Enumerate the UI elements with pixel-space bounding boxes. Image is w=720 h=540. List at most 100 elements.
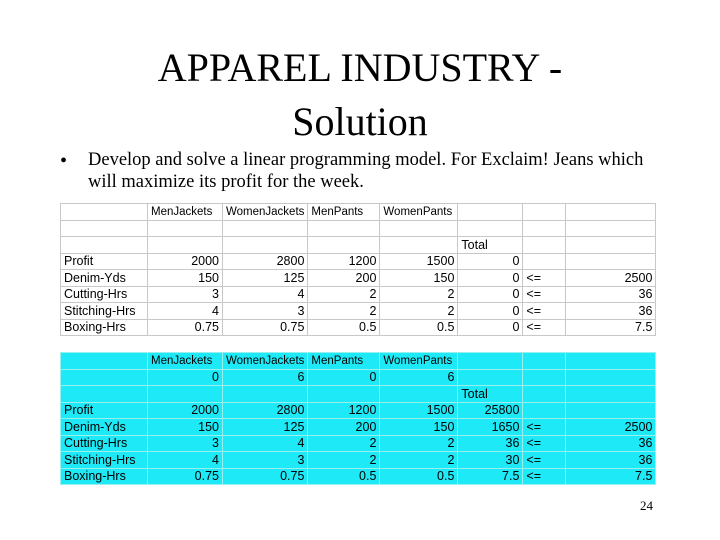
page-number: 24: [640, 498, 653, 513]
table-cell: WomenPants: [379, 352, 459, 370]
table-cell: 2: [307, 302, 381, 320]
table-cell: Denim-Yds: [60, 269, 148, 287]
table-cell: 2: [379, 285, 459, 303]
table-cell: 7.5: [457, 467, 524, 485]
table-cell: MenPants: [307, 203, 381, 221]
table-cell: 0.75: [221, 467, 309, 485]
table-cell: [565, 368, 657, 386]
table-cell: [60, 203, 148, 221]
table-cell: 36: [565, 451, 657, 469]
table-cell: [60, 352, 148, 370]
table-cell: 200: [307, 269, 381, 287]
table-cell: Denim-Yds: [60, 418, 148, 436]
table-cell: 36: [565, 285, 657, 303]
table-cell: [147, 219, 223, 237]
slide-title-line1: APPAREL INDUSTRY -: [157, 45, 563, 90]
table-cell: 1500: [379, 401, 459, 419]
table-cell: MenPants: [307, 352, 381, 370]
table-cell: [147, 385, 223, 403]
table-cell: [522, 385, 567, 403]
table-cell: [457, 203, 524, 221]
table-cell: 7.5: [565, 318, 657, 336]
table-cell: 7.5: [565, 467, 657, 485]
table-cell: [221, 236, 309, 254]
table-cell: 2500: [565, 418, 657, 436]
table-cell: <=: [522, 285, 567, 303]
table-cell: 2: [307, 434, 381, 452]
table-cell: 3: [147, 285, 223, 303]
table-row: Boxing-Hrs 0.75 0.75 0.5 0.5 0 <= 7.5: [60, 318, 657, 336]
table-cell: MenJackets: [147, 203, 223, 221]
table-cell: 2800: [221, 401, 309, 419]
table-cell: 36: [565, 434, 657, 452]
table-cell: WomenJackets: [221, 203, 309, 221]
table-cell: [565, 401, 657, 419]
table-cell: [379, 219, 459, 237]
table-cell: Boxing-Hrs: [60, 467, 148, 485]
table-row: Boxing-Hrs 0.75 0.75 0.5 0.5 7.5 <= 7.5: [60, 467, 657, 485]
table-cell: 0: [457, 269, 524, 287]
table-cell: <=: [522, 434, 567, 452]
table-cell: MenJackets: [147, 352, 223, 370]
table-cell: <=: [522, 418, 567, 436]
table-cell: 150: [379, 418, 459, 436]
table-cell: [457, 219, 524, 237]
table-cell: 3: [221, 451, 309, 469]
table-cell: [60, 385, 148, 403]
table-cell: [379, 385, 459, 403]
table-cell: 0.75: [221, 318, 309, 336]
table-row: MenJackets WomenJackets MenPants WomenPants: [60, 352, 657, 370]
table-cell: 150: [379, 269, 459, 287]
table-cell: [307, 219, 381, 237]
table-cell: 125: [221, 269, 309, 287]
slide-title-line2: Solution: [292, 99, 428, 144]
table-row: Stitching-Hrs 4 3 2 2 30 <= 36: [60, 451, 657, 469]
table-cell: Cutting-Hrs: [60, 285, 148, 303]
table-cell: 2: [307, 451, 381, 469]
table-cell: 3: [147, 434, 223, 452]
table-row: Profit 2000 2800 1200 1500 25800: [60, 401, 657, 419]
table-cell: <=: [522, 269, 567, 287]
table-cell: 0: [457, 285, 524, 303]
table-cell: 0: [147, 368, 223, 386]
solution-table: MenJackets WomenJackets MenPants WomenPants…: [60, 352, 657, 485]
table-cell: 125: [221, 418, 309, 436]
table-cell: 4: [147, 451, 223, 469]
table-cell: <=: [522, 318, 567, 336]
table-row: Total: [60, 236, 657, 254]
bullet-icon: •: [60, 150, 68, 172]
table-cell: 2: [379, 434, 459, 452]
table-cell: 36: [457, 434, 524, 452]
table-cell: 2000: [147, 252, 223, 270]
table-cell: 0.5: [379, 467, 459, 485]
table-cell: 1500: [379, 252, 459, 270]
table-cell: [565, 352, 657, 370]
table-cell: Profit: [60, 401, 148, 419]
table-cell: [522, 252, 567, 270]
table-row: Denim-Yds 150 125 200 150 0 <= 2500: [60, 269, 657, 287]
table-row: Denim-Yds 150 125 200 150 1650 <= 2500: [60, 418, 657, 436]
bullet-text: Develop and solve a linear programming m…: [88, 150, 644, 192]
table-cell: [379, 236, 459, 254]
table-cell: 150: [147, 269, 223, 287]
table-cell: [307, 236, 381, 254]
model-table: MenJackets WomenJackets MenPants WomenPants…: [60, 203, 657, 336]
table-cell: Total: [457, 236, 524, 254]
table-row: Total: [60, 385, 657, 403]
table-cell: 200: [307, 418, 381, 436]
table-cell: 2: [307, 285, 381, 303]
table-cell: 0: [457, 252, 524, 270]
table-row: MenJackets WomenJackets MenPants WomenPants: [60, 203, 657, 221]
table-cell: [221, 385, 309, 403]
table-cell: WomenPants: [379, 203, 459, 221]
table-cell: <=: [522, 451, 567, 469]
table-cell: 0.5: [307, 318, 381, 336]
table-cell: [522, 219, 567, 237]
table-cell: [522, 203, 567, 221]
table-cell: [522, 352, 567, 370]
table-cell: Cutting-Hrs: [60, 434, 148, 452]
table-cell: 150: [147, 418, 223, 436]
table-cell: [522, 401, 567, 419]
table-cell: 3: [221, 302, 309, 320]
table-cell: 0.5: [307, 467, 381, 485]
